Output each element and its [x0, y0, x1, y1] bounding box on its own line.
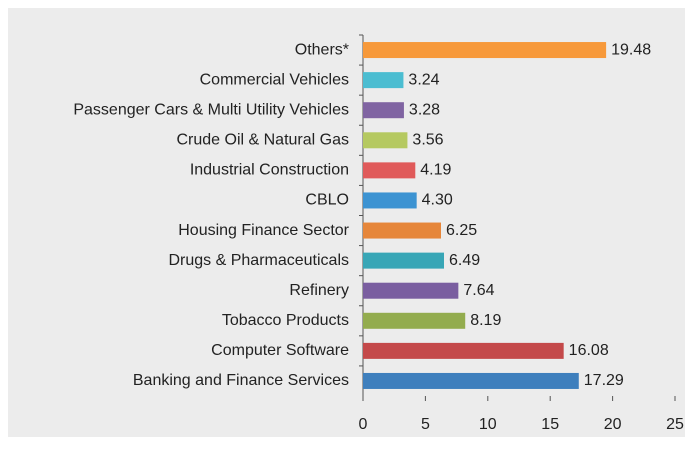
data-label: 19.48	[611, 41, 651, 58]
x-tick-label: 5	[421, 416, 430, 433]
data-label: 8.19	[470, 312, 501, 329]
bar	[363, 132, 408, 149]
x-tick-label: 15	[541, 416, 559, 433]
chart-background	[8, 8, 685, 437]
data-label: 6.25	[446, 222, 477, 239]
data-label: 4.19	[420, 162, 451, 179]
data-label: 3.56	[412, 132, 443, 149]
bar	[363, 102, 404, 119]
y-tick-label: Refinery	[289, 282, 349, 299]
y-tick-label: Tobacco Products	[222, 312, 349, 329]
bar	[363, 192, 417, 209]
bar	[363, 162, 416, 179]
data-label: 16.08	[569, 342, 609, 359]
y-tick-label: Commercial Vehicles	[200, 71, 349, 88]
bar	[363, 342, 564, 359]
y-tick-label: Others*	[295, 41, 349, 58]
y-tick-label: CBLO	[305, 192, 349, 209]
x-tick-label: 25	[666, 416, 684, 433]
data-label: 6.49	[449, 252, 480, 269]
y-tick-label: Drugs & Pharmaceuticals	[168, 252, 349, 269]
bar	[363, 42, 607, 59]
data-label: 17.29	[584, 372, 624, 389]
data-label: 4.30	[422, 192, 453, 209]
data-label: 3.24	[408, 71, 439, 88]
bar	[363, 222, 441, 239]
y-tick-label: Housing Finance Sector	[178, 222, 349, 239]
bar	[363, 312, 466, 329]
y-tick-label: Passenger Cars & Multi Utility Vehicles	[73, 101, 349, 118]
x-tick-label: 20	[604, 416, 622, 433]
data-label: 3.28	[409, 101, 440, 118]
data-label: 7.64	[463, 282, 494, 299]
bar	[363, 282, 459, 299]
bar	[363, 252, 444, 269]
x-tick-label: 0	[359, 416, 368, 433]
y-tick-label: Computer Software	[211, 342, 349, 359]
x-tick-label: 10	[479, 416, 497, 433]
y-tick-label: Banking and Finance Services	[133, 372, 349, 389]
y-tick-label: Industrial Construction	[190, 162, 349, 179]
bar	[363, 372, 579, 389]
y-tick-label: Crude Oil & Natural Gas	[176, 132, 349, 149]
bar	[363, 72, 404, 89]
